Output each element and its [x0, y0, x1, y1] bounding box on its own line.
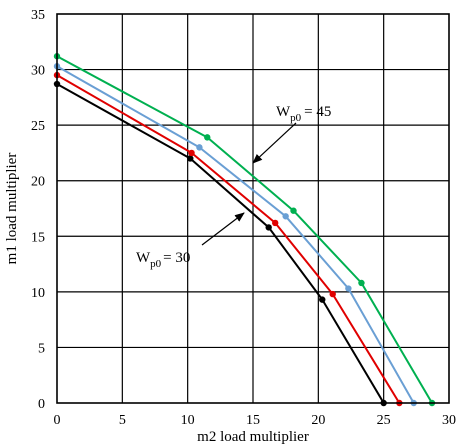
y-tick-label: 5 — [38, 341, 45, 356]
series-point-0 — [187, 155, 194, 162]
annotation-30-text: Wp0 = 30 — [136, 250, 190, 270]
annotation-wp0-45: Wp0 = 45 — [252, 104, 331, 164]
series-point-2 — [196, 144, 203, 151]
x-tick-label: 25 — [377, 413, 391, 428]
series-point-1 — [272, 219, 279, 227]
series-point-3 — [290, 207, 297, 214]
y-tick-label: 20 — [31, 175, 45, 190]
series-point-2 — [282, 213, 289, 220]
y-tick-label: 25 — [31, 119, 45, 134]
x-tick-label: 0 — [54, 413, 61, 428]
annotation-30-arrow — [201, 212, 245, 246]
x-tick-label: 20 — [311, 413, 325, 428]
annotation-45-arrow — [252, 122, 297, 164]
plot-frame — [56, 13, 450, 404]
y-tick-label: 30 — [31, 64, 45, 79]
series-point-1 — [329, 290, 336, 298]
series-point-3 — [204, 134, 211, 141]
y-tick-label: 0 — [38, 397, 45, 412]
x-tick-label: 10 — [181, 413, 195, 428]
x-tick-label: 15 — [246, 413, 260, 428]
y-tick-label: 35 — [31, 8, 45, 23]
x-tick-label: 5 — [119, 413, 126, 428]
x-tick-labels: 0 5 10 15 20 25 30 — [54, 413, 457, 428]
series-line-2 — [56, 65, 415, 404]
x-axis-label: m2 load multiplier — [197, 429, 309, 445]
y-tick-label: 15 — [31, 230, 45, 245]
y-axis-label: m1 load multiplier — [4, 153, 20, 265]
gridlines — [57, 14, 449, 403]
series-point-1 — [188, 149, 195, 157]
series-point-0 — [319, 296, 326, 303]
series-line-0 — [56, 83, 385, 404]
x-tick-label: 30 — [442, 413, 456, 428]
series-point-3 — [358, 279, 365, 287]
series-point-0 — [265, 224, 272, 231]
series-group — [53, 53, 436, 407]
annotation-45-text: Wp0 = 45 — [276, 104, 331, 124]
series-point-2 — [345, 285, 352, 292]
series-line-1 — [56, 74, 401, 404]
y-tick-label: 10 — [31, 286, 45, 301]
annotation-wp0-30: Wp0 = 30 — [136, 212, 245, 270]
y-tick-labels: 0 5 10 15 20 25 30 35 — [31, 8, 45, 412]
